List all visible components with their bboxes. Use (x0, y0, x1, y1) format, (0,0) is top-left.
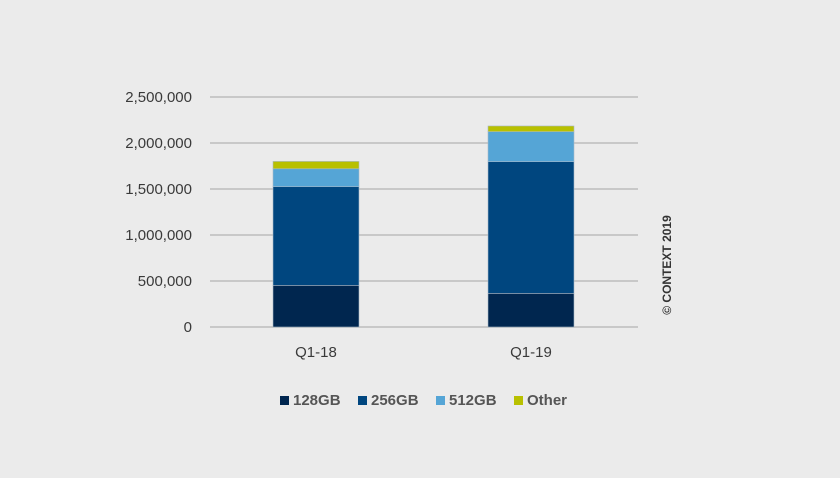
legend-label-512gb: 512GB (449, 392, 497, 409)
y-tick-label: 1,000,000 (125, 227, 192, 244)
legend-label-other: Other (527, 392, 567, 409)
bar-256gb-q1-19 (487, 161, 575, 294)
bar-other-q1-19 (487, 125, 575, 132)
y-tick-label: 2,500,000 (125, 89, 192, 106)
bar-128gb-q1-19 (487, 293, 575, 328)
copyright-text: © CONTEXT 2019 (660, 215, 674, 315)
x-tick-label: Q1-19 (510, 344, 552, 361)
legend-label-256gb: 256GB (371, 392, 419, 409)
x-tick-label: Q1-18 (295, 344, 337, 361)
y-tick-label: 500,000 (138, 273, 192, 290)
legend-swatch-512gb (436, 396, 445, 405)
bar-256gb-q1-18 (272, 186, 360, 286)
legend-swatch-128gb (280, 396, 289, 405)
bar-512gb-q1-19 (487, 131, 575, 162)
bar-512gb-q1-18 (272, 168, 360, 187)
bar-other-q1-18 (272, 161, 360, 170)
legend-swatch-256gb (358, 396, 367, 405)
bar-128gb-q1-18 (272, 285, 360, 328)
y-tick-label: 0 (184, 319, 192, 336)
y-tick-label: 1,500,000 (125, 181, 192, 198)
legend-swatch-other (514, 396, 523, 405)
legend-label-128gb: 128GB (293, 392, 341, 409)
y-tick-label: 2,000,000 (125, 135, 192, 152)
